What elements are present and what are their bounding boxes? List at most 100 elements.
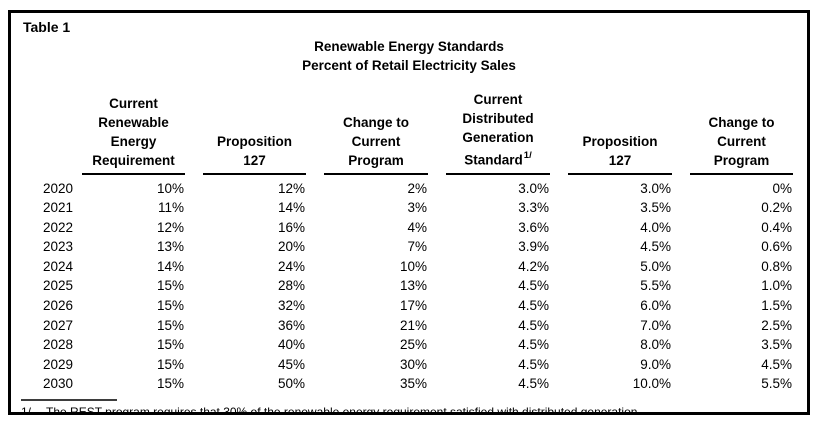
value-cell: 32% [277, 298, 305, 314]
table-row: 2029 15% 45% 30% 4.5% 9.0% 4.5% [13, 355, 802, 375]
table-row: 2028 15% 40% 25% 4.5% 8.0% 3.5% [13, 335, 802, 355]
value-cell: 3.0% [640, 180, 671, 196]
value-cell: 3.0% [518, 180, 549, 196]
table-title: Renewable Energy Standards Percent of Re… [11, 37, 807, 75]
table-header: Current Renewable Energy Requirement Proposi… [13, 90, 802, 175]
value-cell: 5.5% [761, 376, 792, 392]
value-cell: 6.0% [640, 298, 671, 314]
title-line-2: Percent of Retail Electricity Sales [302, 58, 516, 73]
value-cell: 4.5% [518, 278, 549, 294]
column-header-line: Renewable [98, 114, 169, 130]
column-header-line: Current [473, 92, 523, 107]
table-row: 2021 11% 14% 3% 3.3% 3.5% 0.2% [13, 198, 802, 218]
column-header-6: Change to Current Program [681, 90, 802, 175]
value-cell: 15% [156, 278, 184, 294]
column-header-line: Current [717, 133, 766, 149]
year-cell: 2025 [42, 278, 73, 294]
value-cell: 0.6% [761, 239, 792, 255]
value-cell: 13% [399, 278, 427, 294]
year-cell: 2022 [42, 219, 73, 235]
value-cell: 28% [277, 278, 305, 294]
year-cell: 2027 [42, 317, 73, 333]
value-cell: 24% [277, 258, 305, 274]
column-header-line: Standard1/ [464, 150, 532, 168]
footnote-marker-superscript: 1/ [523, 150, 532, 161]
value-cell: 5.5% [640, 278, 671, 294]
value-cell: 50% [277, 376, 305, 392]
column-header-line: Program [348, 152, 404, 168]
value-cell: 0.4% [761, 219, 792, 235]
value-cell: 17% [399, 298, 427, 314]
column-header-line: Distributed [462, 111, 534, 126]
value-cell: 10.0% [632, 376, 671, 392]
value-cell: 1.0% [761, 278, 792, 294]
value-cell: 21% [399, 317, 427, 333]
column-header-2: Proposition 127 [194, 90, 315, 175]
year-cell: 2024 [42, 258, 73, 274]
value-cell: 45% [277, 356, 305, 372]
value-cell: 10% [399, 258, 427, 274]
value-cell: 35% [399, 376, 427, 392]
table-label: Table 1 [23, 19, 71, 35]
value-cell: 4.5% [761, 356, 792, 372]
value-cell: 5.0% [640, 258, 671, 274]
value-cell: 4% [407, 219, 427, 235]
footnote-text: The REST program requires that 30% of th… [46, 405, 641, 415]
column-header-line: 127 [243, 152, 266, 168]
value-cell: 0.8% [761, 258, 792, 274]
column-header-line: Change to [343, 114, 409, 130]
footnote: 1/The REST program requires that 30% of … [21, 399, 807, 415]
table-row: 2030 15% 50% 35% 4.5% 10.0% 5.5% [13, 374, 802, 394]
column-header-line: Current [109, 95, 158, 111]
column-header-line: Requirement [92, 152, 175, 168]
table-row: 2026 15% 32% 17% 4.5% 6.0% 1.5% [13, 296, 802, 316]
value-cell: 14% [277, 200, 305, 216]
year-column-header [13, 90, 73, 175]
year-cell: 2026 [42, 298, 73, 314]
value-cell: 4.5% [518, 356, 549, 372]
value-cell: 15% [156, 356, 184, 372]
value-cell: 0.2% [761, 200, 792, 216]
table-row: 2024 14% 24% 10% 4.2% 5.0% 0.8% [13, 257, 802, 277]
column-header-3: Change to Current Program [315, 90, 437, 175]
value-cell: 1.5% [761, 298, 792, 314]
year-cell: 2029 [42, 356, 73, 372]
value-cell: 15% [156, 317, 184, 333]
table-row: 2025 15% 28% 13% 4.5% 5.5% 1.0% [13, 276, 802, 296]
value-cell: 13% [156, 239, 184, 255]
value-cell: 7.0% [640, 317, 671, 333]
value-cell: 4.5% [518, 317, 549, 333]
value-cell: 2.5% [761, 317, 792, 333]
value-cell: 20% [277, 239, 305, 255]
column-header-line: Change to [708, 114, 775, 130]
table-row: 2022 12% 16% 4% 3.6% 4.0% 0.4% [13, 218, 802, 238]
column-header-line: Generation [462, 130, 534, 145]
column-header-line: Energy [110, 133, 157, 149]
column-header-line: Proposition [582, 133, 658, 149]
value-cell: 3.6% [518, 219, 549, 235]
year-cell: 2028 [42, 337, 73, 353]
value-cell: 15% [156, 298, 184, 314]
value-cell: 40% [277, 337, 305, 353]
value-cell: 4.5% [518, 337, 549, 353]
column-header-line: 127 [608, 152, 632, 168]
table-container: Table 1 Renewable Energy Standards Perce… [8, 10, 810, 415]
value-cell: 36% [277, 317, 305, 333]
value-cell: 15% [156, 376, 184, 392]
value-cell: 12% [156, 219, 184, 235]
value-cell: 14% [156, 258, 184, 274]
table-row: 2023 13% 20% 7% 3.9% 4.5% 0.6% [13, 237, 802, 257]
column-header-line: Current [351, 133, 401, 149]
footnote-line: 1/The REST program requires that 30% of … [21, 405, 807, 415]
column-header-line: Proposition [217, 133, 292, 149]
value-cell: 3.5% [761, 337, 792, 353]
year-cell: 2021 [42, 200, 73, 216]
value-cell: 15% [156, 337, 184, 353]
table-body: 2020 10% 12% 2% 3.0% 3.0% 0% 2021 11% 14% 3% 3.3% 3.… [13, 175, 802, 395]
column-header-line: Program [713, 152, 770, 168]
title-line-1: Renewable Energy Standards [314, 39, 504, 54]
value-cell: 2% [407, 180, 427, 196]
column-header-1: Current Renewable Energy Requirement [73, 90, 194, 175]
value-cell: 16% [277, 219, 305, 235]
year-cell: 2030 [42, 376, 73, 392]
